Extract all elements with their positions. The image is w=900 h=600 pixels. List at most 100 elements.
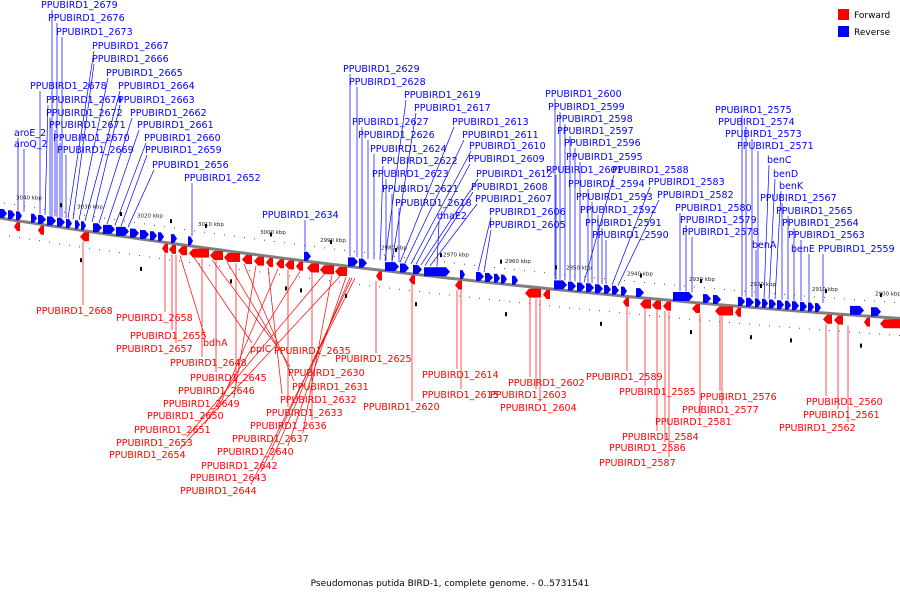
reverse-gene-arrow[interactable] (815, 303, 821, 313)
gene-label-ppubird1-2678[interactable]: PPUBIRD1_2678 (30, 81, 107, 92)
reverse-gene-arrow[interactable] (769, 299, 776, 309)
reverse-gene-arrow[interactable] (476, 272, 484, 281)
reverse-gene-arrow[interactable] (777, 300, 784, 310)
gene-label-ppubird1-2592[interactable]: PPUBIRD1_2592 (580, 205, 657, 216)
gene-label-ppubird1-2653[interactable]: PPUBIRD1_2653 (116, 438, 193, 449)
gene-label-ppubird1-2664[interactable]: PPUBIRD1_2664 (118, 81, 195, 92)
gene-label-ppubird1-2591[interactable]: PPUBIRD1_2591 (585, 218, 662, 229)
gene-label-ppubird1-2652[interactable]: PPUBIRD1_2652 (184, 173, 261, 184)
gene-label-ppubird1-2567[interactable]: PPUBIRD1_2567 (760, 193, 837, 204)
gene-label-ppubird1-2601[interactable]: PPUBIRD1_2601 (546, 165, 623, 176)
reverse-gene-arrow[interactable] (171, 234, 177, 244)
gene-label-ppubird1-2628[interactable]: PPUBIRD1_2628 (349, 77, 426, 88)
forward-gene-arrow[interactable] (663, 301, 671, 311)
gene-label-ppubird1-2571[interactable]: PPUBIRD1_2571 (737, 141, 814, 152)
gene-label-ppubird1-2590[interactable]: PPUBIRD1_2590 (592, 230, 669, 241)
forward-gene-arrow[interactable] (880, 319, 900, 329)
reverse-gene-arrow[interactable] (792, 301, 799, 311)
reverse-gene-arrow[interactable] (595, 284, 603, 294)
gene-label-ppubird1-2582[interactable]: PPUBIRD1_2582 (657, 190, 734, 201)
reverse-gene-arrow[interactable] (494, 273, 500, 283)
forward-gene-arrow[interactable] (307, 263, 319, 273)
forward-gene-arrow[interactable] (266, 258, 273, 267)
reverse-gene-arrow[interactable] (746, 297, 754, 307)
forward-gene-arrow[interactable] (276, 259, 284, 269)
gene-label-ppubird1-2561[interactable]: PPUBIRD1_2561 (803, 410, 880, 421)
reverse-gene-arrow[interactable] (762, 298, 768, 308)
reverse-gene-arrow[interactable] (501, 274, 507, 284)
gene-label-ppubird1-2670[interactable]: PPUBIRD1_2670 (53, 133, 130, 144)
gene-label-bdha[interactable]: bdhA (203, 338, 228, 349)
reverse-gene-arrow[interactable] (0, 209, 7, 218)
forward-gene-arrow[interactable] (864, 317, 870, 327)
gene-label-ppubird1-2596[interactable]: PPUBIRD1_2596 (564, 138, 641, 149)
gene-label-ppubird1-2604[interactable]: PPUBIRD1_2604 (500, 403, 577, 414)
gene-label-bena[interactable]: benA (752, 240, 777, 251)
gene-label-ppubird1-2648[interactable]: PPUBIRD1_2648 (170, 358, 247, 369)
gene-label-ppubird1-2575[interactable]: PPUBIRD1_2575 (715, 105, 792, 116)
forward-gene-arrow[interactable] (543, 290, 550, 299)
gene-label-ppubird1-2642[interactable]: PPUBIRD1_2642 (201, 461, 278, 472)
reverse-gene-arrow[interactable] (93, 223, 102, 233)
gene-label-ppubird1-2644[interactable]: PPUBIRD1_2644 (180, 486, 257, 497)
reverse-gene-arrow[interactable] (31, 213, 37, 223)
reverse-gene-arrow[interactable] (66, 219, 72, 228)
gene-label-ppubird1-2565[interactable]: PPUBIRD1_2565 (776, 206, 853, 217)
gene-label-ppubird1-2636[interactable]: PPUBIRD1_2636 (250, 421, 327, 432)
reverse-gene-arrow[interactable] (81, 221, 86, 231)
gene-label-ppubird1-2584[interactable]: PPUBIRD1_2584 (622, 432, 699, 443)
gene-label-ppubird1-2623[interactable]: PPUBIRD1_2623 (372, 169, 449, 180)
gene-label-ppubird1-2581[interactable]: PPUBIRD1_2581 (655, 417, 732, 428)
gene-label-ppubird1-2607[interactable]: PPUBIRD1_2607 (475, 194, 552, 205)
reverse-gene-arrow[interactable] (621, 286, 627, 296)
reverse-gene-arrow[interactable] (424, 267, 450, 277)
reverse-gene-arrow[interactable] (871, 307, 881, 317)
gene-label-ppubird1-2610[interactable]: PPUBIRD1_2610 (469, 141, 546, 152)
gene-label-ppic[interactable]: ppiC (250, 344, 272, 355)
gene-label-ppubird1-2672[interactable]: PPUBIRD1_2672 (46, 108, 123, 119)
gene-label-ppubird1-2661[interactable]: PPUBIRD1_2661 (137, 120, 214, 131)
gene-label-ppubird1-2674[interactable]: PPUBIRD1_2674 (46, 95, 123, 106)
reverse-gene-arrow[interactable] (47, 216, 56, 226)
forward-gene-arrow[interactable] (162, 243, 168, 253)
gene-label-ppubird1-2630[interactable]: PPUBIRD1_2630 (288, 368, 365, 379)
gene-label-ppubird1-2667[interactable]: PPUBIRD1_2667 (92, 41, 169, 52)
reverse-gene-arrow[interactable] (188, 236, 193, 246)
forward-gene-arrow[interactable] (189, 248, 209, 258)
reverse-gene-arrow[interactable] (16, 211, 22, 221)
gene-label-ppubird1-2618[interactable]: PPUBIRD1_2618 (395, 198, 472, 209)
gene-label-ppubird1-2573[interactable]: PPUBIRD1_2573 (725, 129, 802, 140)
gene-label-ppubird1-2559[interactable]: PPUBIRD1_2559 (818, 244, 895, 255)
gene-label-ppubird1-2629[interactable]: PPUBIRD1_2629 (343, 64, 420, 75)
reverse-gene-arrow[interactable] (808, 302, 814, 312)
reverse-gene-arrow[interactable] (512, 275, 518, 285)
reverse-gene-arrow[interactable] (485, 273, 493, 282)
reverse-gene-arrow[interactable] (568, 281, 576, 291)
gene-label-ppubird1-2633[interactable]: PPUBIRD1_2633 (266, 408, 343, 419)
gene-label-ppubird1-2668[interactable]: PPUBIRD1_2668 (36, 306, 113, 317)
gene-label-ppubird1-2593[interactable]: PPUBIRD1_2593 (576, 192, 653, 203)
gene-label-ppubird1-2676[interactable]: PPUBIRD1_2676 (48, 13, 125, 24)
forward-gene-arrow[interactable] (376, 271, 382, 281)
reverse-gene-arrow[interactable] (577, 282, 585, 292)
gene-label-ppubird1-2622[interactable]: PPUBIRD1_2622 (381, 156, 458, 167)
gene-label-ppubird1-2608[interactable]: PPUBIRD1_2608 (471, 182, 548, 193)
reverse-gene-arrow[interactable] (413, 265, 422, 274)
gene-label-ppubird1-2597[interactable]: PPUBIRD1_2597 (557, 126, 634, 137)
reverse-gene-arrow[interactable] (359, 258, 367, 268)
gene-label-ppubird1-2564[interactable]: PPUBIRD1_2564 (782, 218, 859, 229)
forward-gene-arrow[interactable] (296, 261, 303, 271)
gene-label-ppubird1-2662[interactable]: PPUBIRD1_2662 (130, 108, 207, 119)
forward-gene-arrow[interactable] (169, 244, 176, 254)
gene-label-ppubird1-2669[interactable]: PPUBIRD1_2669 (57, 145, 134, 156)
reverse-gene-arrow[interactable] (800, 302, 807, 311)
gene-label-bend[interactable]: benD (773, 169, 798, 180)
gene-label-ppubird1-2605[interactable]: PPUBIRD1_2605 (489, 220, 566, 231)
forward-gene-arrow[interactable] (623, 297, 629, 307)
forward-gene-arrow[interactable] (455, 280, 462, 290)
gene-label-ppubird1-2657[interactable]: PPUBIRD1_2657 (116, 344, 193, 355)
gene-label-ppubird1-2563[interactable]: PPUBIRD1_2563 (788, 230, 865, 241)
gene-label-ppubird1-2659[interactable]: PPUBIRD1_2659 (145, 145, 222, 156)
reverse-gene-arrow[interactable] (755, 298, 761, 308)
gene-label-ppubird1-2606[interactable]: PPUBIRD1_2606 (489, 207, 566, 218)
